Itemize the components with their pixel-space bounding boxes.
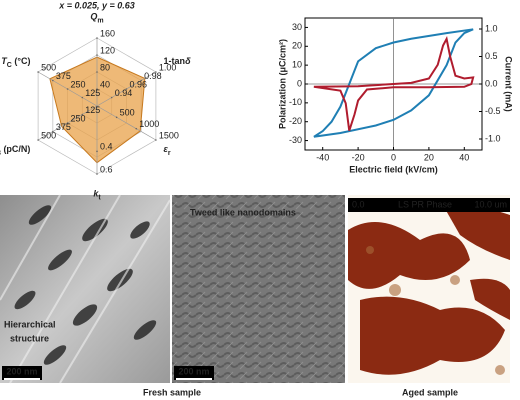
radar-tick — [37, 139, 39, 141]
radar-tick-label: 375 — [56, 71, 71, 81]
radar-tick-label: 1000 — [139, 119, 159, 129]
image-annotation: Tweed like nanodomains — [190, 207, 296, 217]
radar-tick-label: 160 — [100, 28, 115, 38]
radar-tick-label: 1500 — [159, 130, 179, 140]
radar-tick-label: 375 — [56, 122, 71, 132]
radar-axis-label: εr — [164, 145, 171, 157]
radar-axis-label: kt — [93, 189, 101, 201]
tem-image-tweed — [172, 195, 345, 383]
label-part: t — [98, 194, 101, 201]
image-annotation: structure — [10, 333, 49, 343]
radar-tick — [66, 88, 69, 90]
radar-tick — [125, 88, 128, 90]
radar-tick-label: 250 — [71, 113, 86, 123]
radar-tick — [81, 96, 84, 99]
radar-tick-label: 125 — [85, 105, 100, 115]
afm-bar-label: 10.0 um — [474, 199, 507, 209]
radar-tick-label: 500 — [120, 108, 135, 118]
y2-axis-label: Current (mA) — [504, 56, 514, 112]
label-part: (pC/N) — [1, 145, 31, 155]
radar-tick-label: 120 — [100, 45, 115, 55]
y-tick-label: 0 — [297, 78, 302, 88]
y-tick-label: -30 — [289, 135, 302, 145]
x-tick-label: -20 — [352, 152, 365, 162]
y2-tick-label: -1.0 — [485, 133, 501, 143]
radar-tick-label: 250 — [71, 79, 86, 89]
x-tick-label: 0 — [391, 152, 396, 162]
label-part: 33 — [0, 150, 1, 157]
afm-phase-image — [348, 195, 510, 383]
radar-tick-label: 500 — [41, 62, 56, 72]
afm-bar-label: LS PR Phase — [398, 199, 452, 209]
radar-tick — [96, 150, 98, 153]
series-line — [313, 35, 475, 132]
y-tick-label: 30 — [292, 22, 302, 32]
label-part: δ — [185, 56, 191, 66]
radar-tick — [96, 37, 98, 39]
group-caption: Fresh sample — [143, 387, 201, 397]
x-tick-label: -40 — [316, 152, 329, 162]
image-annotation: Hierarchical — [4, 319, 56, 329]
radar-tick — [96, 173, 98, 175]
label-part: r — [168, 150, 171, 157]
y-tick-label: 10 — [292, 60, 302, 70]
radar-tick — [155, 71, 157, 73]
radar-tick — [66, 122, 69, 124]
radar-axis-label: 1-tanδ — [164, 56, 192, 66]
label-part: Q — [90, 12, 97, 22]
label-part: m — [97, 17, 103, 24]
radar-tick — [96, 88, 98, 90]
y2-tick-label: 1.0 — [485, 23, 498, 33]
radar-tick-label: 125 — [85, 88, 100, 98]
radar-tick-label: 0.6 — [100, 164, 113, 174]
y2-tick-label: 0.0 — [485, 78, 498, 88]
radar-tick-label: 500 — [41, 130, 56, 140]
series-line — [313, 28, 474, 138]
label-part: T — [1, 56, 8, 66]
radar-tick-label: 80 — [100, 62, 110, 72]
x-tick-label: 40 — [459, 152, 469, 162]
radar-tick — [81, 113, 84, 116]
scale-bar-label: 200 nm — [178, 366, 209, 376]
radar-tick — [135, 127, 138, 130]
afm-bar-label: 0.0 — [352, 199, 365, 209]
radar-axis-label: Qm — [90, 12, 103, 24]
radar-tick — [110, 96, 113, 99]
group-caption: Aged sample — [402, 387, 458, 397]
radar-tick-label: 0.96 — [129, 79, 147, 89]
radar-axis — [96, 105, 157, 141]
radar-tick-label: 0.98 — [144, 71, 162, 81]
radar-tick — [140, 79, 142, 82]
radar-tick-label: 0.94 — [115, 88, 133, 98]
radar-tick — [115, 116, 118, 119]
radar-tick — [155, 139, 157, 141]
y2-tick-label: -0.5 — [485, 106, 501, 116]
y-tick-label: 20 — [292, 41, 302, 51]
x-axis-label: Electric field (kV/cm) — [349, 164, 438, 174]
y-axis-label: Polarization (μC/cm²) — [277, 39, 287, 129]
y-tick-label: -20 — [289, 116, 302, 126]
label-part: C — [7, 62, 12, 69]
radar-tick-label: 1.00 — [159, 62, 177, 72]
label-part: ε — [164, 145, 169, 155]
radar-tick-label: 40 — [100, 79, 110, 89]
tem-image-fresh — [0, 194, 171, 384]
x-tick-label: 20 — [424, 152, 434, 162]
radar-tick — [96, 71, 98, 73]
y-tick-label: -10 — [289, 97, 302, 107]
radar-tick — [37, 71, 39, 73]
label-part: (°C) — [12, 56, 31, 66]
radar-tick — [96, 54, 98, 56]
label-part: k — [93, 189, 99, 199]
radar-axis-label: TC (°C) — [1, 56, 30, 68]
label-part: 1-tan — [164, 56, 186, 66]
radar-tick — [52, 79, 54, 82]
radar-axis-label: d33 (pC/N) — [0, 145, 30, 157]
scale-bar-label: 200 nm — [6, 366, 37, 376]
y2-tick-label: 0.5 — [485, 51, 498, 61]
radar-tick — [52, 130, 54, 133]
chart-title: x = 0.025, y = 0.63 — [58, 0, 135, 10]
radar-tick-label: 0.4 — [100, 142, 113, 152]
